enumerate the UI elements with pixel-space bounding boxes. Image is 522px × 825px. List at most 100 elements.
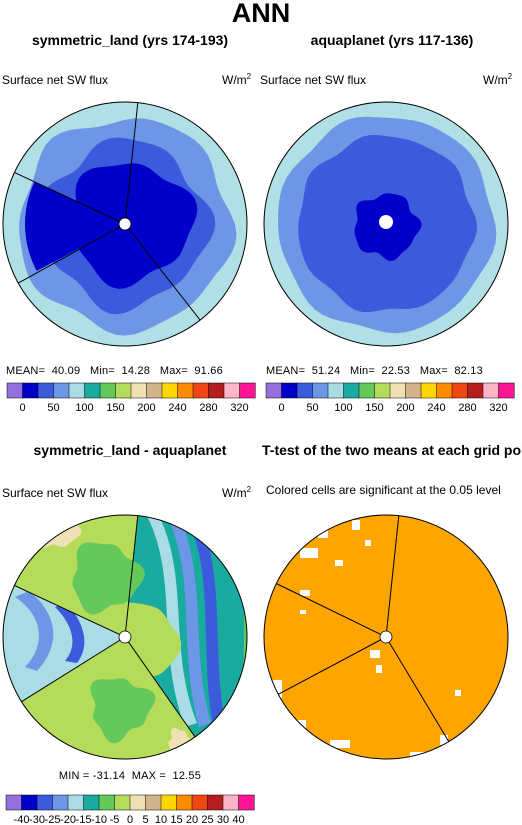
panel3-colorbar-tick-label: -40	[14, 814, 30, 825]
panel2-colorbar-swatch	[436, 382, 453, 399]
panel3-colorbar-swatch	[21, 794, 38, 811]
panel3-colorbar-tick-label: 5	[142, 814, 148, 825]
panel1-colorbar-swatch	[239, 382, 256, 399]
panel2-title: aquaplanet (yrs 117-136)	[310, 32, 474, 48]
panel3-colorbar-swatch	[207, 794, 224, 811]
panel4-nonsignificant-cell	[330, 740, 350, 748]
panel4-nonsignificant-cell	[440, 735, 448, 745]
panel3-colorbar-tick-label: 0	[127, 814, 133, 825]
panel3-colorbar-swatch	[114, 794, 131, 811]
panel1-stats: MEAN= 40.09 Min= 14.28 Max= 91.66	[6, 365, 223, 377]
panel4-nonsignificant-cell	[300, 610, 306, 614]
panel3-boundary-line	[21, 636, 126, 703]
panel1-colorbar-swatch	[6, 382, 24, 399]
panel3-contour-band	[165, 515, 211, 727]
panel1-boundary-line	[124, 102, 139, 225]
panel1-pole-marker	[118, 217, 132, 231]
panel1-colorbar-swatch	[22, 382, 39, 399]
panel3-contour-band	[72, 542, 145, 615]
panel4-boundary-line	[385, 636, 450, 742]
panel2-colorbar-swatch	[312, 382, 329, 399]
panel1-boundary-line	[124, 223, 201, 321]
panel3-colorbar-swatch	[52, 794, 69, 811]
panel1-colorbar-tick-label: 280	[199, 402, 217, 414]
panel2-colorbar-swatch	[343, 382, 360, 399]
panel3-colorbar-swatch	[129, 794, 147, 811]
panel3-colorbar-tick-label: 10	[155, 814, 167, 825]
panel1-colorbar-swatch	[130, 382, 148, 399]
panel4-nonsignificant-cell	[318, 530, 328, 538]
panel3-colorbar-tick-label: 20	[186, 814, 198, 825]
panel3-contour-band	[55, 603, 85, 663]
panel3-title: symmetric_land - aquaplanet	[33, 442, 227, 458]
panel2-variable-label: Surface net SW flux	[260, 73, 367, 87]
panel3-contour-band	[15, 591, 54, 671]
panel4-nonsignificant-cell	[272, 680, 282, 698]
panel4-pole-marker	[379, 630, 393, 644]
panel3-colorbar-swatch	[98, 794, 116, 811]
panel2-colorbar-swatch	[467, 382, 484, 399]
panel2-colorbar-swatch	[265, 382, 283, 399]
panel4-boundary-line	[278, 636, 387, 695]
panel3-colorbar-tick-label: -10	[91, 814, 107, 825]
panel4-boundary-line	[385, 515, 400, 638]
panel3-colorbar-tick-label: 40	[232, 814, 244, 825]
panel2-colorbar-tick-label: 320	[489, 402, 507, 414]
panel1-colorbar-tick-label: 50	[47, 402, 59, 414]
panel3-contour-band	[145, 515, 197, 727]
panel1-boundary-line	[14, 171, 126, 225]
panel3-colorbar-swatch	[191, 794, 209, 811]
panel1-colorbar-tick-label: 150	[106, 402, 124, 414]
panel4-nonsignificant-cell	[370, 650, 380, 658]
panel4-nonsignificant-cell	[335, 560, 343, 566]
panel4-subtitle: Colored cells are significant at the 0.0…	[266, 483, 501, 497]
panel1-colorbar-swatch	[208, 382, 225, 399]
panel1-colorbar-swatch	[99, 382, 117, 399]
panel3-variable-label: Surface net SW flux	[2, 486, 109, 500]
panel3-colorbar-tick-label: -25	[45, 814, 61, 825]
panel4-nonsignificant-cell	[455, 690, 461, 696]
panel1-title: symmetric_land (yrs 174-193)	[31, 32, 229, 48]
panel3-colorbar-swatch	[222, 794, 240, 811]
panel3-colorbar-swatch	[83, 794, 100, 811]
panel1-colorbar-swatch	[161, 382, 179, 399]
panel2-colorbar-swatch	[374, 382, 391, 399]
panel4-map-border	[263, 514, 509, 760]
panel2-colorbar-swatch	[327, 382, 345, 399]
panel1-variable-label: Surface net SW flux	[2, 73, 109, 87]
panel3-colorbar-tick-label: -15	[76, 814, 92, 825]
panel2-colorbar-swatch	[498, 382, 515, 399]
panel2-colorbar-swatch	[451, 382, 469, 399]
panel1-colorbar-swatch	[146, 382, 163, 399]
panel1-units: W/m2	[222, 72, 252, 87]
panel3-contour-band	[90, 678, 156, 744]
panel3-colorbar-tick-label: -30	[29, 814, 45, 825]
panel4-nonsignificant-cell	[365, 540, 371, 546]
panel2-pole-marker	[379, 215, 393, 229]
panel2-colorbar-swatch	[389, 382, 407, 399]
panel2-map-border	[263, 101, 509, 347]
panel3-stats: MIN = -31.14 MAX = 12.55	[58, 770, 202, 782]
panel3-boundary-line	[124, 636, 196, 738]
panel2-colorbar-swatch	[358, 382, 376, 399]
panel2-colorbar-swatch	[420, 382, 438, 399]
panel3-colorbar-tick-label: 15	[170, 814, 182, 825]
panel3-pole-marker	[118, 630, 132, 644]
panel1-colorbar-swatch	[68, 382, 86, 399]
panel3-colorbar-tick-label: -5	[110, 814, 120, 825]
panel3-units: W/m2	[222, 485, 252, 500]
panel3-map	[3, 515, 247, 759]
panel3-colorbar-swatch	[176, 794, 193, 811]
panel1-colorbar-swatch	[223, 382, 241, 399]
panel1-land-sector	[25, 181, 125, 271]
panel1-boundary-line	[18, 223, 126, 284]
panel4-nonsignificant-cell	[300, 590, 310, 596]
panel3-colorbar-swatch	[67, 794, 85, 811]
panel1-colorbar-tick-label: 200	[137, 402, 155, 414]
panel1-colorbar-swatch	[192, 382, 210, 399]
panel1-map-border	[2, 101, 248, 347]
panel3-colorbar-tick-label: 30	[217, 814, 229, 825]
panel1-colorbar-swatch	[84, 382, 101, 399]
panel1-colorbar-swatch	[53, 382, 70, 399]
